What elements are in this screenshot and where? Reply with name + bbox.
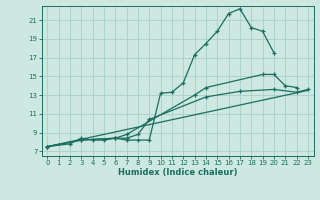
X-axis label: Humidex (Indice chaleur): Humidex (Indice chaleur) xyxy=(118,168,237,177)
